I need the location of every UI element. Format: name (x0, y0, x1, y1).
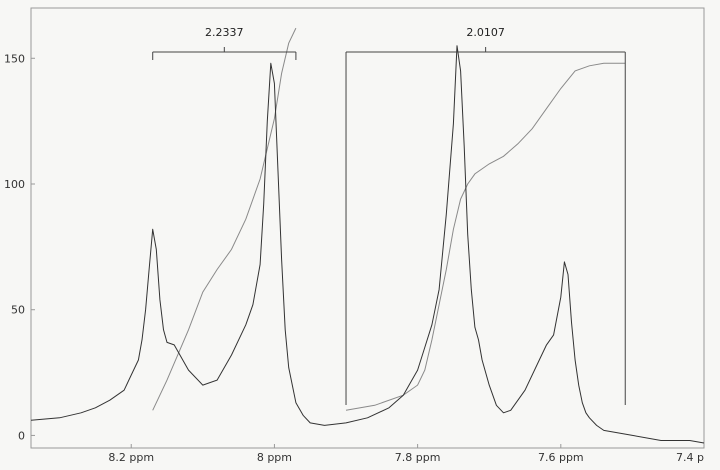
y-tick-label: 0 (18, 429, 25, 442)
integral-value-label: 2.2337 (205, 26, 244, 39)
integral-bracket-1: 2.2337 (152, 26, 297, 60)
y-axis-ticks: 0 50 100 150 (4, 52, 35, 442)
plot-frame (30, 7, 705, 449)
integral-brackets: 2.2337 2.0107 (152, 26, 626, 405)
x-tick-label: 7.6 ppm (538, 451, 584, 464)
x-tick-label: 7.4 p (676, 451, 704, 464)
x-tick-label: 8 ppm (257, 451, 292, 464)
y-tick-label: 50 (11, 304, 25, 317)
y-tick-label: 150 (4, 52, 25, 65)
integral-curve-1 (152, 27, 297, 411)
y-tick-label: 100 (4, 178, 25, 191)
spectrum-line (30, 45, 705, 444)
x-tick-label: 7.8 ppm (395, 451, 441, 464)
integral-value-label: 2.0107 (466, 26, 505, 39)
integral-bracket-2: 2.0107 (345, 26, 626, 405)
x-axis-ticks: 8.2 ppm 8 ppm 7.8 ppm 7.6 ppm 7.4 p (108, 444, 705, 464)
integral-curves (152, 27, 626, 411)
x-tick-label: 8.2 ppm (108, 451, 154, 464)
spectrum-group (30, 45, 705, 444)
integral-curve-2 (345, 62, 626, 411)
